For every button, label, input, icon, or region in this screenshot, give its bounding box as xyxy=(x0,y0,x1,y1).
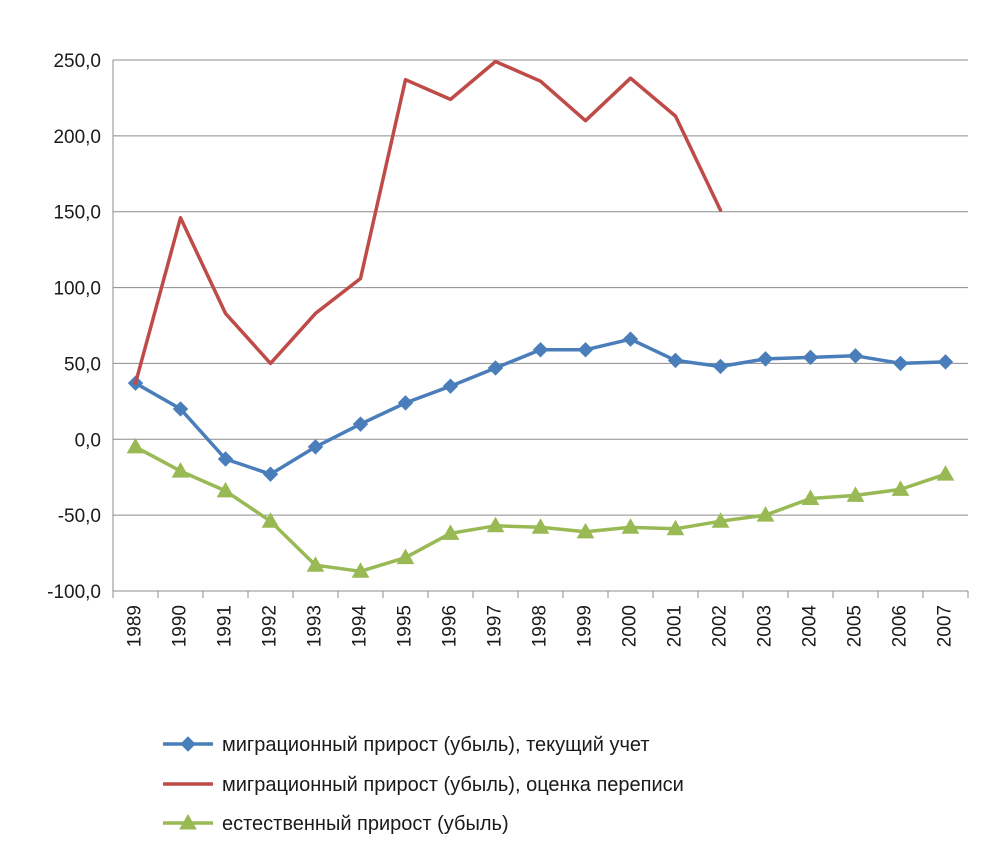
data-point-triangle xyxy=(216,481,235,498)
x-tick-label: 1995 xyxy=(395,605,416,647)
x-tick-label: 1997 xyxy=(485,605,506,647)
y-tick-label: 100,0 xyxy=(53,279,101,300)
data-point-diamond xyxy=(217,451,234,467)
y-tick-label: 200,0 xyxy=(53,127,101,148)
data-point-diamond xyxy=(847,348,864,364)
data-point-diamond xyxy=(937,354,954,370)
data-point-diamond xyxy=(757,351,774,367)
x-tick-label: 1992 xyxy=(260,605,281,647)
data-point-diamond xyxy=(487,360,504,376)
x-tick-label: 1989 xyxy=(125,605,146,647)
data-point-diamond xyxy=(532,342,549,358)
x-tick-label: 1996 xyxy=(440,605,461,647)
data-point-triangle xyxy=(576,522,595,539)
legend-label: миграционный прирост (убыль), оценка пер… xyxy=(222,774,684,796)
data-point-diamond xyxy=(262,466,279,482)
x-tick-label: 2006 xyxy=(890,605,911,647)
data-point-triangle xyxy=(531,518,550,534)
data-point-diamond xyxy=(622,331,639,347)
x-tick-label: 2002 xyxy=(710,605,731,647)
data-point-triangle xyxy=(711,512,730,528)
legend-item-0: миграционный прирост (убыль), текущий уч… xyxy=(163,734,650,756)
data-point-triangle xyxy=(666,519,685,536)
series-line xyxy=(133,445,948,574)
data-point-diamond xyxy=(172,401,189,417)
data-point-diamond xyxy=(397,395,414,411)
y-tick-label: -50,0 xyxy=(58,506,101,527)
x-tick-label: 1994 xyxy=(350,605,371,648)
y-tick-label: 150,0 xyxy=(53,203,101,224)
legend-label: миграционный прирост (убыль), текущий уч… xyxy=(222,734,650,756)
series-2 xyxy=(126,437,955,578)
data-point-triangle xyxy=(801,489,820,505)
series-1 xyxy=(133,59,723,385)
data-point-diamond xyxy=(352,416,369,432)
data-point-triangle xyxy=(351,562,370,578)
x-tick-label: 2007 xyxy=(935,605,956,647)
data-point-triangle xyxy=(756,506,775,522)
data-point-triangle xyxy=(936,465,955,481)
data-point-triangle xyxy=(261,512,280,528)
legend-item-2: естественный прирост (убыль) xyxy=(163,813,509,835)
x-tick-label: 1999 xyxy=(575,605,596,647)
x-tick-label: 2001 xyxy=(665,605,686,647)
series-0 xyxy=(127,331,954,482)
x-tick-label: 1991 xyxy=(215,605,236,647)
x-tick-label: 2000 xyxy=(620,605,641,647)
data-point-diamond xyxy=(712,358,729,375)
y-tick-label: 0,0 xyxy=(75,430,101,451)
y-tick-label: 250,0 xyxy=(53,51,101,72)
data-point-triangle xyxy=(441,524,460,540)
data-point-diamond xyxy=(442,378,459,394)
data-point-triangle xyxy=(891,480,910,496)
x-tick-label: 2005 xyxy=(845,605,866,647)
series-line xyxy=(133,59,723,385)
x-tick-label: 2003 xyxy=(755,605,776,647)
data-point-triangle xyxy=(621,518,640,534)
x-tick-label: 1993 xyxy=(305,605,326,647)
data-point-diamond xyxy=(892,355,909,372)
data-point-triangle xyxy=(179,813,197,830)
data-point-diamond xyxy=(307,439,324,455)
data-point-triangle xyxy=(126,437,145,454)
series-line xyxy=(133,337,948,476)
data-point-triangle xyxy=(846,486,865,502)
legend-label: естественный прирост (убыль) xyxy=(222,813,509,835)
data-point-diamond xyxy=(180,736,196,752)
legend-item-1: миграционный прирост (убыль), оценка пер… xyxy=(163,774,684,796)
y-tick-label: 50,0 xyxy=(64,354,101,375)
x-tick-label: 2004 xyxy=(800,605,821,648)
x-tick-label: 1990 xyxy=(170,605,191,647)
data-point-triangle xyxy=(306,556,325,572)
data-point-diamond xyxy=(667,352,684,369)
y-tick-label: -100,0 xyxy=(47,582,101,603)
data-point-diamond xyxy=(577,342,594,358)
x-tick-label: 1998 xyxy=(530,605,551,647)
data-point-triangle xyxy=(486,516,505,533)
data-point-diamond xyxy=(802,349,819,366)
data-point-triangle xyxy=(171,462,190,478)
data-point-triangle xyxy=(396,548,415,565)
